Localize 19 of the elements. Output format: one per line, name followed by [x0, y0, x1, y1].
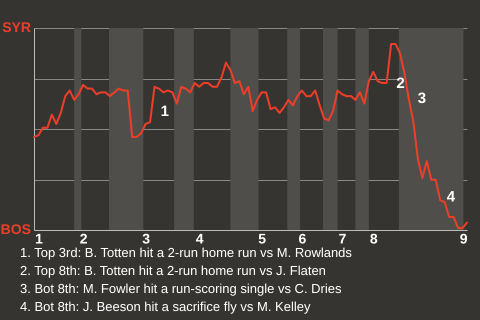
annotation: 1: [160, 102, 169, 120]
x-tick-label: 5: [258, 230, 266, 246]
annotation: 4: [446, 188, 456, 206]
text: 4. Bot 8th: J. Beeson hit a sacrifice fly vs M. Kelley: [20, 298, 312, 316]
annotation: 3: [418, 90, 426, 107]
x-tick-label: 9: [460, 230, 468, 246]
x-tick-label: 6: [298, 230, 306, 246]
text: 1. Top 3rd: B. Totten hit a 2-run home run vs M. Rowlands: [20, 244, 352, 262]
x-tick-label: 3: [142, 230, 150, 246]
x-tick-label: 8: [370, 230, 378, 246]
text: BOS: [0, 221, 31, 237]
text: 3. Bot 8th: M. Fowler hit a run-scoring single vs C. Dries: [20, 280, 343, 298]
annotation: 2: [396, 75, 405, 92]
x-tick-label: 7: [338, 230, 347, 246]
x-tick-label: 4: [196, 230, 204, 246]
text: 2. Top 8th: B. Totten hit a 2-run home run vs J. Flaten: [20, 262, 327, 280]
x-tick-label: 2: [80, 230, 88, 246]
x-tick-label: 1: [35, 230, 44, 246]
text: SYR: [2, 19, 31, 35]
